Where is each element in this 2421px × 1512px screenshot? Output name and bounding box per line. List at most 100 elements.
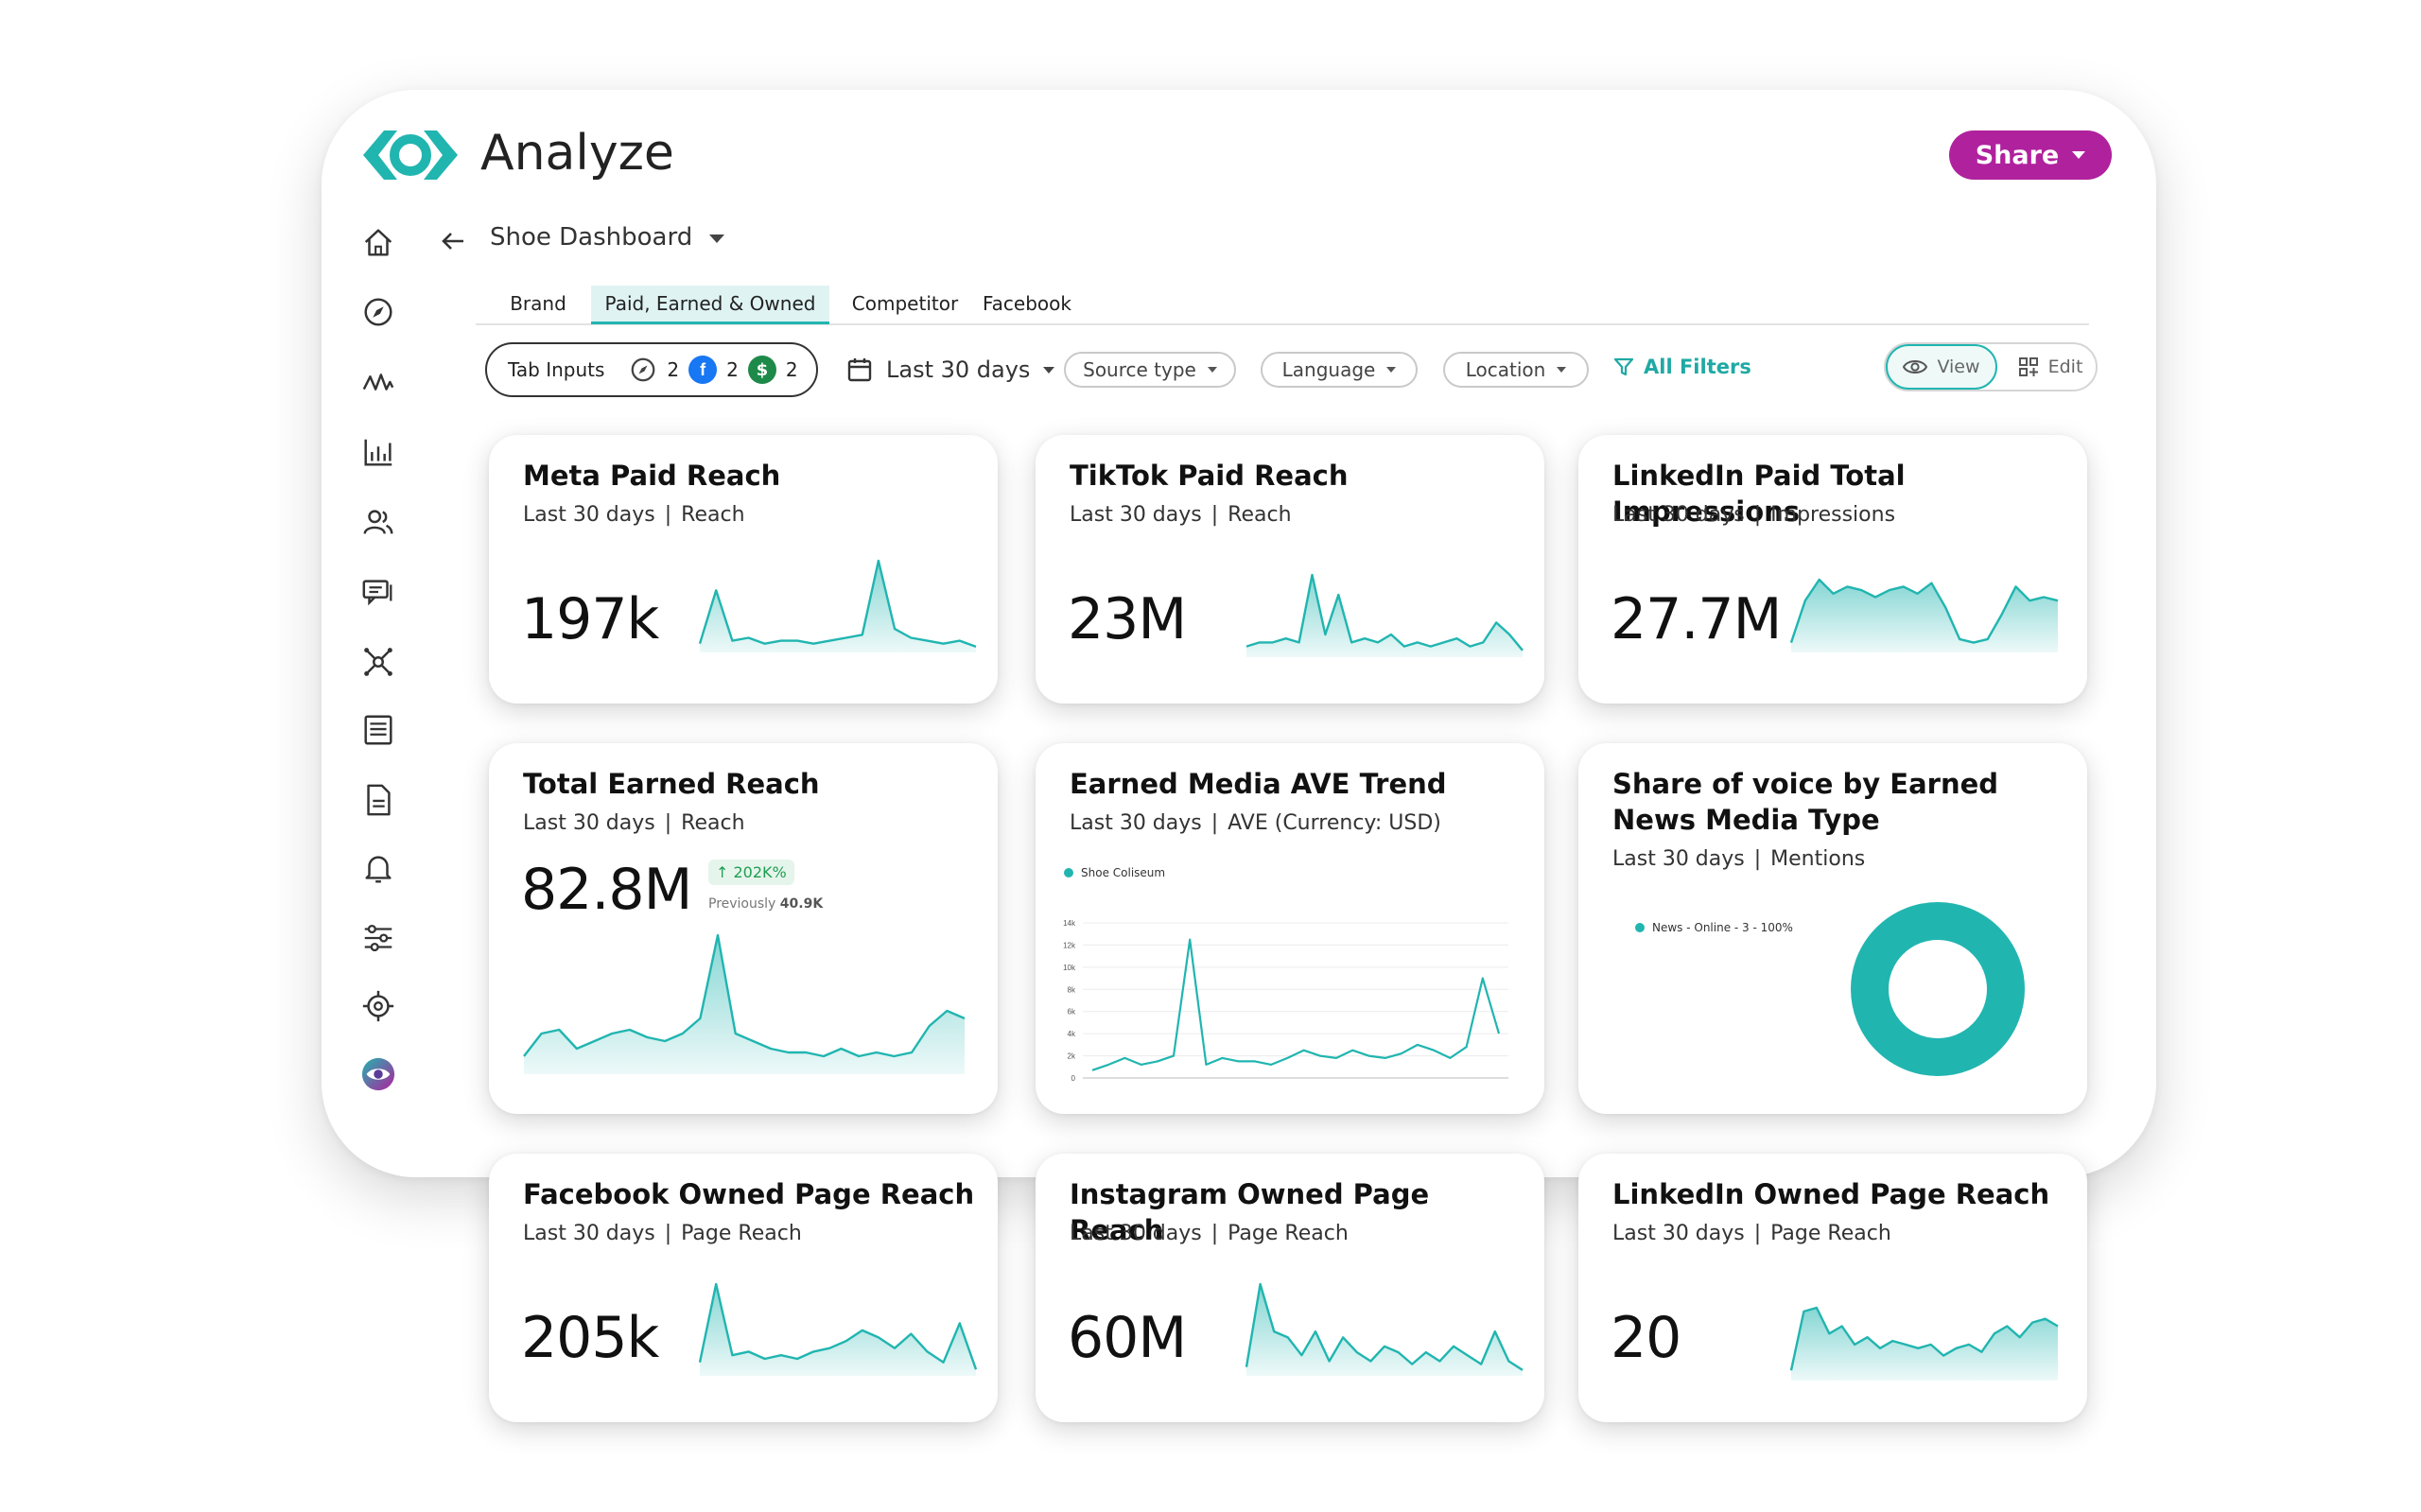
- previous-value: Previously 40.9K: [708, 896, 823, 912]
- chevron-down-icon: [1386, 367, 1397, 373]
- document-icon[interactable]: [359, 781, 397, 819]
- network-icon[interactable]: [359, 643, 397, 681]
- previous-label: Previously: [708, 896, 776, 912]
- metric-label: Mentions: [1770, 847, 1866, 871]
- donut-chart: [1851, 902, 2025, 1076]
- widget-share-of-voice[interactable]: Share of voice by Earned News Media Type…: [1578, 743, 2087, 1114]
- metric-label: Page Reach: [1770, 1222, 1891, 1245]
- metric-label: Reach: [681, 811, 745, 835]
- tab-input-count: 2: [667, 358, 680, 381]
- settings-icon[interactable]: [359, 987, 397, 1025]
- series-line: [1245, 573, 1524, 652]
- metric-label: Reach: [1228, 503, 1292, 527]
- back-arrow-icon[interactable]: [437, 225, 469, 257]
- widget-total-earned-reach[interactable]: Total Earned Reach Last 30 days | Reach 82…: [489, 743, 998, 1114]
- widget-earned-media-ave-trend[interactable]: Earned Media AVE Trend Last 30 days | AVE …: [1036, 743, 1544, 1114]
- tab-bar: Brand Paid, Earned & Owned Competitor Fa…: [476, 286, 2089, 325]
- widget-facebook-owned-page-reach[interactable]: Facebook Owned Page Reach Last 30 days | P…: [489, 1154, 998, 1422]
- all-filters-button[interactable]: All Filters: [1613, 356, 1751, 378]
- series-line: [698, 1282, 978, 1370]
- sparkline: [698, 559, 977, 652]
- series-area: [700, 1284, 976, 1376]
- period-label: Last 30 days: [1070, 503, 1202, 527]
- grid-edit-icon: [2018, 357, 2038, 376]
- calendar-icon: [847, 358, 872, 382]
- edit-button[interactable]: Edit: [2003, 344, 2098, 390]
- pulse-icon[interactable]: [359, 363, 397, 401]
- dashboard-name[interactable]: Shoe Dashboard: [490, 223, 693, 252]
- series-line-shoe-coliseum: [1091, 938, 1501, 1071]
- legend-dot: [1635, 923, 1645, 932]
- widget-subtitle: Last 30 days | Page Reach: [523, 1222, 802, 1245]
- view-button[interactable]: View: [1886, 344, 1997, 390]
- widget-title: Earned Media AVE Trend: [1070, 768, 1447, 800]
- sparkline: [1789, 578, 2059, 652]
- arrow-up-icon: ↑: [716, 863, 734, 881]
- widget-value: 205k: [521, 1305, 659, 1371]
- compass-icon[interactable]: [359, 293, 397, 331]
- previous-number: 40.9K: [779, 896, 824, 912]
- source-type-dropdown[interactable]: Source type: [1064, 352, 1236, 388]
- widget-subtitle: Last 30 days | Reach: [1070, 503, 1292, 527]
- sparkline: [698, 1282, 978, 1376]
- dollar-icon: $: [747, 356, 776, 384]
- metric-label: AVE (Currency: USD): [1228, 811, 1441, 835]
- legend-dot: [1064, 868, 1073, 878]
- chart-legend: News - Online - 3 - 100%: [1635, 921, 1793, 934]
- list-icon[interactable]: [359, 711, 397, 749]
- language-label: Language: [1281, 358, 1376, 381]
- sparkline: [1789, 1306, 2059, 1381]
- tab-inputs-button[interactable]: Tab Inputs 2 f 2 $ 2: [485, 342, 818, 397]
- widget-tiktok-paid-reach[interactable]: TikTok Paid Reach Last 30 days | Reach 23M: [1036, 435, 1544, 704]
- delta-value: 202K%: [733, 863, 787, 881]
- series-line: [1789, 578, 2059, 644]
- chevron-down-icon: [1207, 367, 1217, 373]
- location-label: Location: [1465, 358, 1546, 381]
- series-line: [523, 933, 966, 1058]
- tab-paid-earned-owned[interactable]: Paid, Earned & Owned: [591, 286, 829, 324]
- widget-value: 197k: [521, 586, 659, 652]
- tab-facebook[interactable]: Facebook: [983, 292, 1071, 315]
- share-label: Share: [1975, 140, 2060, 170]
- period-label: Last 30 days: [1612, 847, 1745, 871]
- widget-title: LinkedIn Paid Total Impressions: [1612, 460, 1906, 528]
- widget-title: TikTok Paid Reach: [1070, 460, 1349, 492]
- date-range-selector[interactable]: Last 30 days: [846, 352, 1055, 388]
- legend-label: Shoe Coliseum: [1081, 866, 1166, 879]
- sliders-icon[interactable]: [359, 919, 397, 957]
- widget-linkedin-owned-page-reach[interactable]: LinkedIn Owned Page Reach Last 30 days | P…: [1578, 1154, 2087, 1422]
- dashboard-dropdown-icon[interactable]: [709, 235, 724, 243]
- location-dropdown[interactable]: Location: [1443, 352, 1589, 388]
- chevron-down-icon: [1557, 367, 1567, 373]
- widget-title: Meta Paid Reach: [523, 460, 781, 492]
- bar-chart-icon[interactable]: [359, 433, 397, 471]
- series-line: [1789, 1306, 2059, 1371]
- widget-subtitle: Last 30 days | Impressions: [1612, 503, 1896, 527]
- widget-meta-paid-reach[interactable]: Meta Paid Reach Last 30 days | Reach 197k: [489, 435, 998, 704]
- eye-icon: [1903, 360, 1928, 374]
- y-tick-label: 6k: [1068, 1008, 1076, 1017]
- sparkline: [1245, 573, 1524, 657]
- language-dropdown[interactable]: Language: [1261, 352, 1418, 388]
- share-button[interactable]: Share: [1949, 130, 2112, 180]
- users-icon[interactable]: [359, 503, 397, 541]
- chat-icon[interactable]: [359, 573, 397, 611]
- bell-icon[interactable]: [359, 849, 397, 887]
- date-range-label: Last 30 days: [886, 356, 1031, 383]
- widget-value: 23M: [1068, 586, 1187, 652]
- tab-brand[interactable]: Brand: [510, 292, 566, 315]
- home-icon[interactable]: [359, 223, 397, 261]
- widget-instagram-owned-page-reach[interactable]: Instagram Owned Page Reach Last 30 days |…: [1036, 1154, 1544, 1422]
- widget-subtitle: Last 30 days | Page Reach: [1070, 1222, 1349, 1245]
- edit-label: Edit: [2047, 356, 2083, 377]
- eye-logo-icon[interactable]: [359, 1055, 397, 1093]
- tab-competitor[interactable]: Competitor: [851, 292, 959, 315]
- series-line: [1245, 1282, 1524, 1371]
- widget-linkedin-paid-impressions[interactable]: LinkedIn Paid Total Impressions Last 30 …: [1578, 435, 2087, 704]
- series-area: [524, 935, 965, 1074]
- y-tick-label: 2k: [1068, 1052, 1076, 1061]
- period-label: Last 30 days: [1612, 1222, 1745, 1245]
- legend-label: News - Online - 3 - 100%: [1652, 921, 1793, 934]
- chevron-down-icon: [2072, 151, 2086, 159]
- series-area: [1791, 1308, 2058, 1381]
